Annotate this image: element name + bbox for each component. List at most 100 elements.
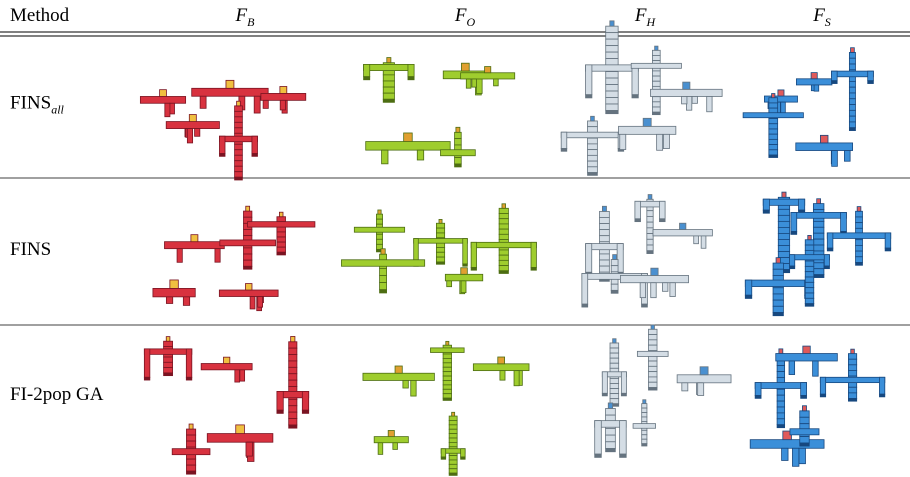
ship-part xyxy=(443,385,451,389)
ship-part xyxy=(366,142,450,151)
ship-part xyxy=(648,329,657,334)
ship-part xyxy=(289,367,297,373)
ship-part xyxy=(773,294,783,300)
ship-part xyxy=(805,293,814,298)
ship-part xyxy=(848,365,856,371)
ship-part xyxy=(745,280,811,286)
ship-part xyxy=(235,122,243,127)
ship-part xyxy=(606,442,616,449)
ship-part xyxy=(778,233,789,239)
ship-part xyxy=(449,460,457,464)
ship-part xyxy=(611,290,618,293)
ship-part xyxy=(745,295,751,298)
ship-part xyxy=(588,144,598,150)
ship-part xyxy=(498,357,505,364)
ship-part xyxy=(166,122,219,129)
ship-part xyxy=(844,151,850,162)
ship-part xyxy=(606,435,616,442)
ship-part xyxy=(663,134,669,148)
ship-part xyxy=(800,411,809,417)
ship-part xyxy=(223,357,229,363)
ship-part xyxy=(140,96,185,103)
ship-part xyxy=(813,204,824,210)
ship-part xyxy=(642,417,647,421)
ship-part xyxy=(632,95,638,98)
ship-part xyxy=(606,46,618,52)
ship-part xyxy=(849,110,855,116)
ship-part xyxy=(166,297,172,304)
ship-part xyxy=(378,443,383,455)
ship-part xyxy=(449,438,457,442)
ship-part xyxy=(220,240,276,246)
ship-part xyxy=(595,454,602,457)
ship-part xyxy=(600,266,610,272)
ship-part xyxy=(773,312,783,315)
ship-part xyxy=(447,281,452,287)
ship-part xyxy=(531,267,536,270)
ship-part xyxy=(289,348,297,354)
ship-part xyxy=(164,362,173,367)
ship-part xyxy=(443,398,451,400)
ship-part xyxy=(773,306,783,312)
ship-part xyxy=(652,102,660,107)
ship-part xyxy=(261,93,306,100)
ship-part xyxy=(449,416,457,420)
ship-part xyxy=(648,382,657,387)
col-sub: O xyxy=(466,15,475,29)
ship-part xyxy=(610,383,619,388)
col-base: F xyxy=(813,5,825,26)
ship-part xyxy=(441,449,446,457)
ship-part xyxy=(849,128,855,131)
ship-part xyxy=(856,257,863,263)
ship-part xyxy=(682,96,687,103)
cell-ships xyxy=(595,325,731,457)
ship-part xyxy=(164,373,173,376)
ship-part xyxy=(277,232,286,237)
ship-part xyxy=(235,155,243,160)
ship-part xyxy=(620,421,627,454)
ship-part xyxy=(813,221,824,227)
ship-part xyxy=(805,282,814,287)
col-header: FB xyxy=(236,5,255,30)
ship-part xyxy=(207,434,273,443)
ship-part xyxy=(805,272,814,277)
ship-part xyxy=(613,255,617,260)
ship-part xyxy=(611,284,618,290)
cell-ships xyxy=(363,341,529,475)
ship-part xyxy=(832,151,838,167)
ship-part xyxy=(499,229,508,234)
ship-part xyxy=(172,449,210,455)
ship-part xyxy=(166,337,170,342)
ship-part xyxy=(848,359,856,365)
ship-part xyxy=(610,394,619,399)
ship-part xyxy=(606,52,618,58)
ship-part xyxy=(602,372,607,394)
ship-part xyxy=(246,206,250,211)
ship-part xyxy=(769,150,778,155)
ship-part xyxy=(813,227,824,233)
cell-ships xyxy=(582,195,713,308)
ship-part xyxy=(620,454,627,457)
ship-part xyxy=(235,111,243,116)
ship-part xyxy=(186,471,195,474)
ship-part xyxy=(289,342,297,348)
ship-part xyxy=(635,201,641,219)
ship-part xyxy=(808,235,811,239)
ship-part xyxy=(248,222,315,227)
ship-part xyxy=(647,245,653,251)
ship-part xyxy=(782,192,786,197)
ship-part xyxy=(219,290,278,296)
ship-part xyxy=(219,136,225,153)
ship-part xyxy=(289,399,297,405)
ship-part xyxy=(237,101,241,106)
ship-part xyxy=(849,52,855,58)
ship-part xyxy=(773,300,783,306)
ship-part xyxy=(606,39,618,45)
ship-part xyxy=(802,406,806,411)
cell-ships xyxy=(750,346,885,466)
ship-part xyxy=(779,349,783,354)
ship-part xyxy=(778,215,789,221)
ship-part xyxy=(374,437,408,443)
ship-part xyxy=(411,380,416,396)
ship-part xyxy=(643,400,646,404)
